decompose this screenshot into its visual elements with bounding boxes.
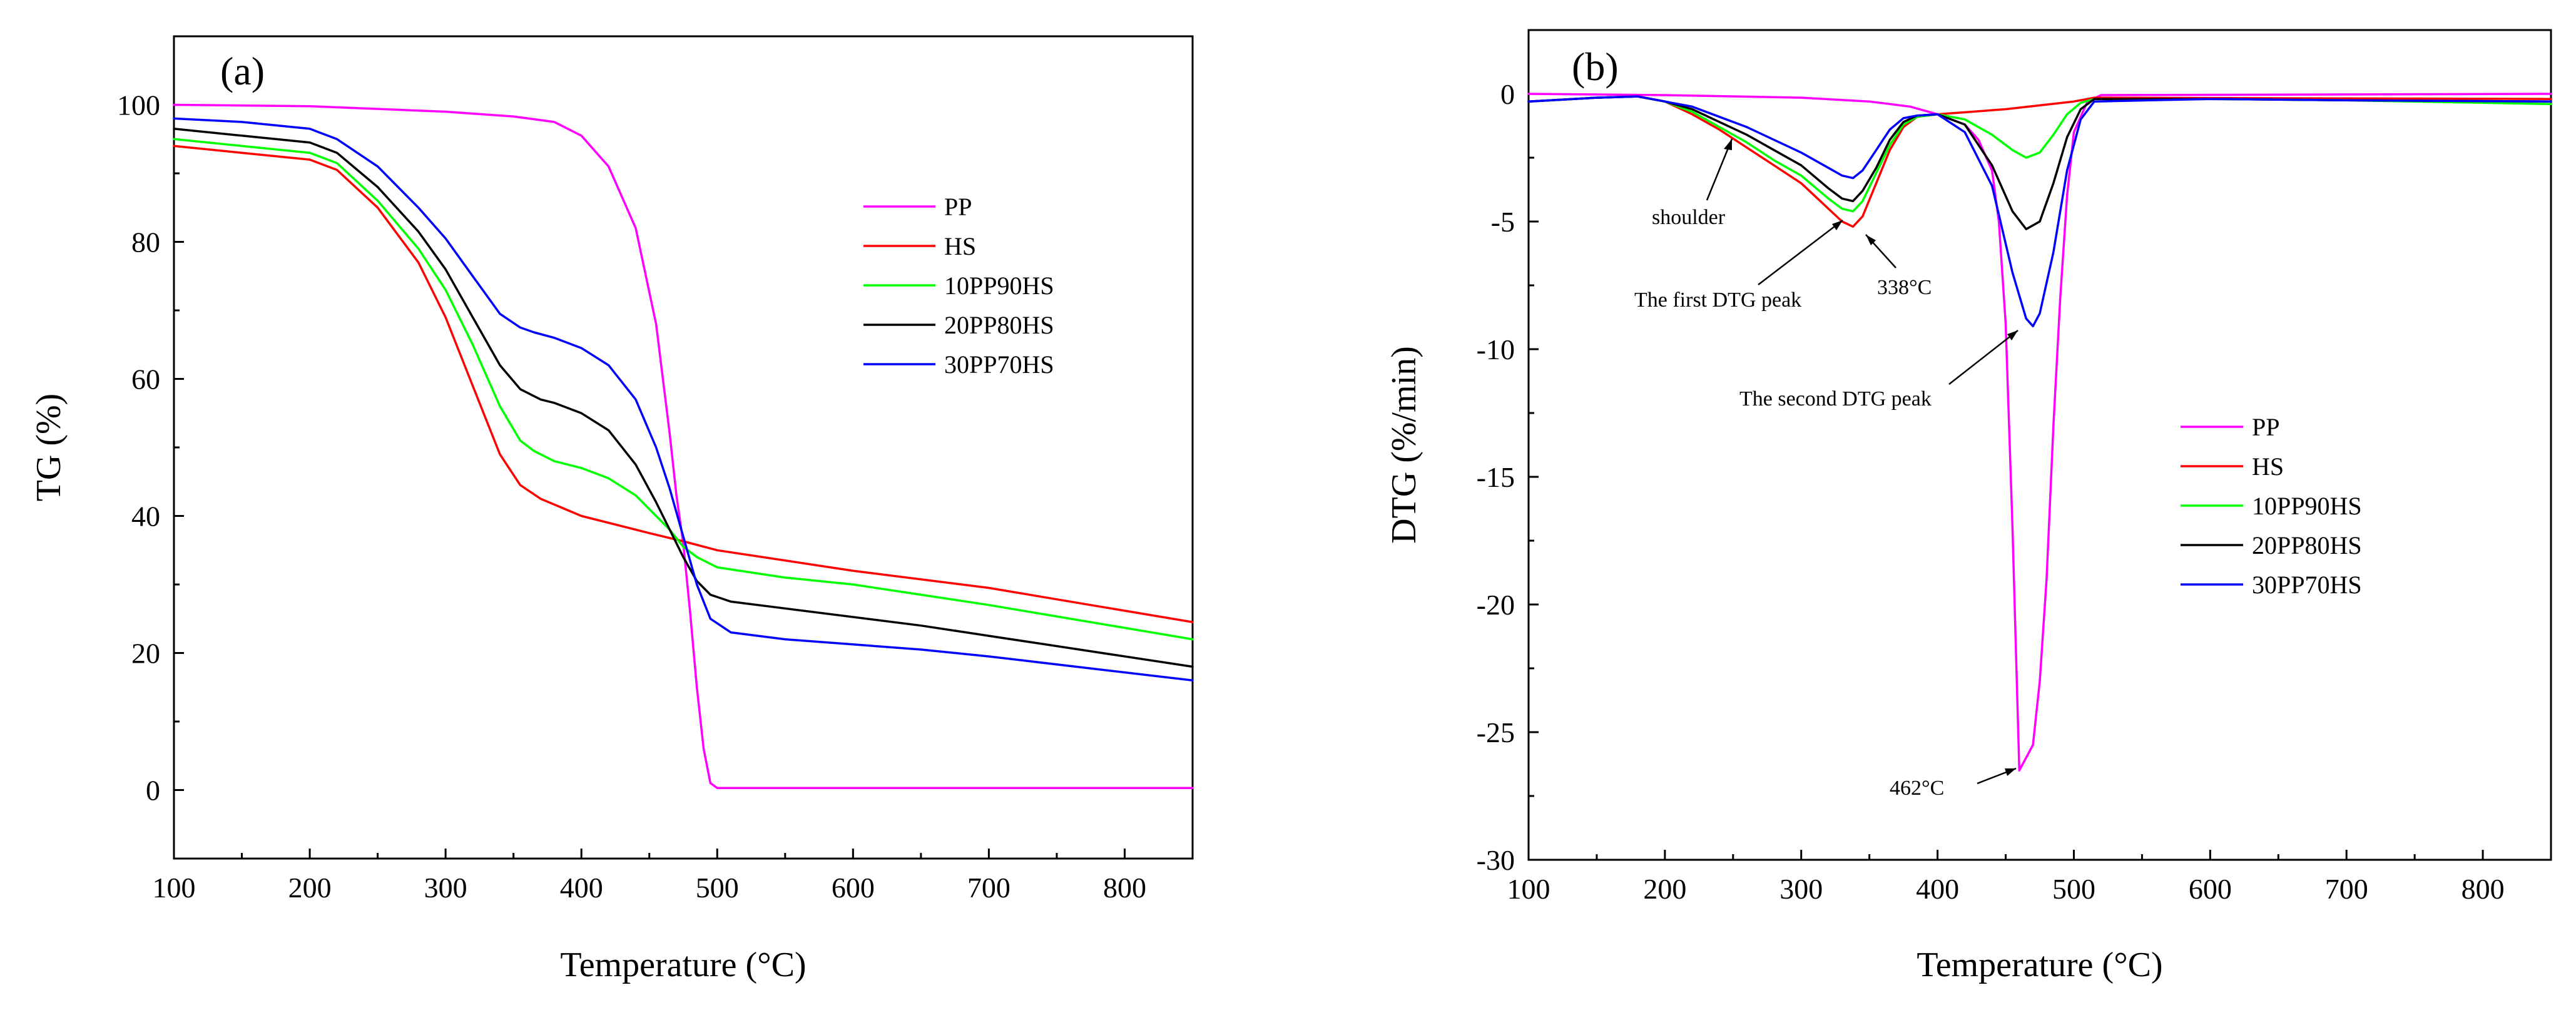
panel-b-y-tick-label-0: 0 [1500, 78, 1515, 110]
panel-b-y-tick-label--5: -5 [1491, 206, 1515, 238]
panel-a-y-tick-label-100: 100 [117, 89, 160, 121]
panel-b-x-tick-label-400: 400 [1916, 873, 1959, 905]
panel-b-x-tick-label-800: 800 [2461, 873, 2505, 905]
panel-b-x-tick-label-100: 100 [1507, 873, 1550, 905]
panel-a-legend-label-pp: PP [944, 193, 972, 221]
annotation-462c-arrowhead [2005, 768, 2016, 776]
panel-b-y-tick-label--20: -20 [1477, 589, 1515, 621]
panel-a-legend-label-hs: HS [944, 232, 976, 260]
panel-a-legend: PP HS 10PP90HS 20PP80HS 30PP70HS [863, 193, 1054, 379]
panel-a-legend-label-10pp90hs: 10PP90HS [944, 272, 1054, 300]
panel-b-legend-label-20pp80hs: 20PP80HS [2252, 531, 2362, 559]
panel-a-series-20pp80hs-line [173, 128, 1194, 668]
panel-b-y-tick-label--30: -30 [1477, 844, 1515, 876]
panel-a-series [173, 103, 1194, 789]
annotation-second-peak-arrowhead [2007, 330, 2018, 340]
panel-b-x-tick-label-600: 600 [2189, 873, 2232, 905]
panel-b-y-axis-label: DTG (%/min) [1385, 346, 1423, 544]
panel-a-tg-chart: (a) 100 200 300 400 500 600 700 800020406080100… [29, 35, 1194, 984]
panel-a-ticks: 100 200 300 400 500 600 700 800 0 20 40 60 80 100 [117, 89, 1146, 904]
panel-b-x-tick-label-700: 700 [2325, 873, 2368, 905]
panel-a-y-tick-label-40: 40 [131, 501, 160, 533]
panel-a-y-tick-label-20: 20 [131, 638, 160, 670]
panel-a-x-tick-label-300: 300 [424, 872, 467, 904]
panel-b-label: (b) [1572, 44, 1619, 89]
panel-b-x-axis-label: Temperature (°C) [1917, 946, 2162, 984]
panel-b-legend-label-10pp90hs: 10PP90HS [2252, 492, 2362, 520]
annotation-first-dtg-peak: The first DTG peak [1634, 288, 1801, 312]
annotation-shoulder: shoulder [1652, 206, 1726, 229]
panel-a-y-tick-label-80: 80 [131, 227, 160, 258]
panel-a-label: (a) [220, 49, 265, 93]
panel-b-y-tick-label--15: -15 [1477, 461, 1515, 493]
panel-a-x-tick-label-500: 500 [696, 872, 739, 904]
panel-a-x-axis-label: Temperature (°C) [560, 946, 806, 984]
panel-a-x-tick-label-400: 400 [560, 872, 603, 904]
annotation-shoulder-arrowhead [1724, 139, 1732, 150]
panel-b-plot-frame [1527, 29, 2552, 861]
annotation-second-peak-arrow [1948, 330, 2019, 385]
annotation-462c: 462°C [1890, 777, 1944, 800]
annotation-first-peak-arrowhead [1832, 220, 1843, 230]
panel-b-y-tick-label--10: -10 [1477, 334, 1515, 365]
annotation-338c: 338°C [1877, 276, 1932, 299]
panel-b-dtg-chart: (b) 100 200 300 400 500 600 700 800 0 -5 -10 -15 -20… [1385, 29, 2552, 984]
annotation-first-peak-arrow [1758, 220, 1843, 285]
panel-a-x-tick-label-200: 200 [288, 872, 332, 904]
panel-b-legend: PP HS 10PP90HS 20PP80HS 30PP70HS [2181, 413, 2362, 599]
panel-a-y-axis-label: TG (%) [29, 394, 68, 502]
annotation-338c-arrowhead [1866, 235, 1876, 245]
panel-a-series-pp-line [173, 103, 1194, 789]
panel-b-series-hs-line [1527, 95, 2552, 228]
panel-b-series-30pp70hs-line [1527, 95, 2552, 328]
panel-b-series-10pp90hs-line [1527, 95, 2552, 213]
panel-a-y-tick-label-60: 60 [131, 364, 160, 395]
panel-b-x-tick-label-200: 200 [1643, 873, 1686, 905]
panel-b-legend-label-pp: PP [2252, 413, 2280, 441]
panel-a-series-10pp90hs-line [173, 138, 1194, 641]
panel-b-x-tick-label-300: 300 [1779, 873, 1823, 905]
panel-b-series [1527, 93, 2552, 772]
panel-a-x-tick-label-600: 600 [832, 872, 875, 904]
panel-b-legend-label-hs: HS [2252, 452, 2284, 481]
panel-b-legend-label-30pp70hs: 30PP70HS [2252, 571, 2362, 599]
panel-b-x-tick-label-500: 500 [2052, 873, 2095, 905]
panel-a-legend-label-20pp80hs: 20PP80HS [944, 311, 1054, 339]
panel-a-series-hs-line [173, 145, 1194, 623]
panel-a-series-30pp70hs-line [173, 117, 1194, 682]
annotation-second-dtg-peak: The second DTG peak [1739, 387, 1932, 411]
panel-a-y-tick-label-0: 0 [146, 775, 160, 807]
panel-a-legend-label-30pp70hs: 30PP70HS [944, 350, 1054, 379]
panel-a-x-tick-label-100: 100 [153, 872, 196, 904]
panel-b-ticks: 100 200 300 400 500 600 700 800 0 -5 -10 -15 -20 -25 -… [1477, 78, 2505, 905]
panel-a-x-tick-label-700: 700 [967, 872, 1011, 904]
panel-b-series-20pp80hs-line [1527, 95, 2552, 230]
panel-b-y-tick-label--25: -25 [1477, 717, 1515, 748]
panel-b-annotations: shoulder The first DTG peak 338°C The se… [1634, 138, 2019, 800]
panel-a-x-tick-label-800: 800 [1103, 872, 1146, 904]
panel-b-series-pp-line [1527, 93, 2552, 772]
